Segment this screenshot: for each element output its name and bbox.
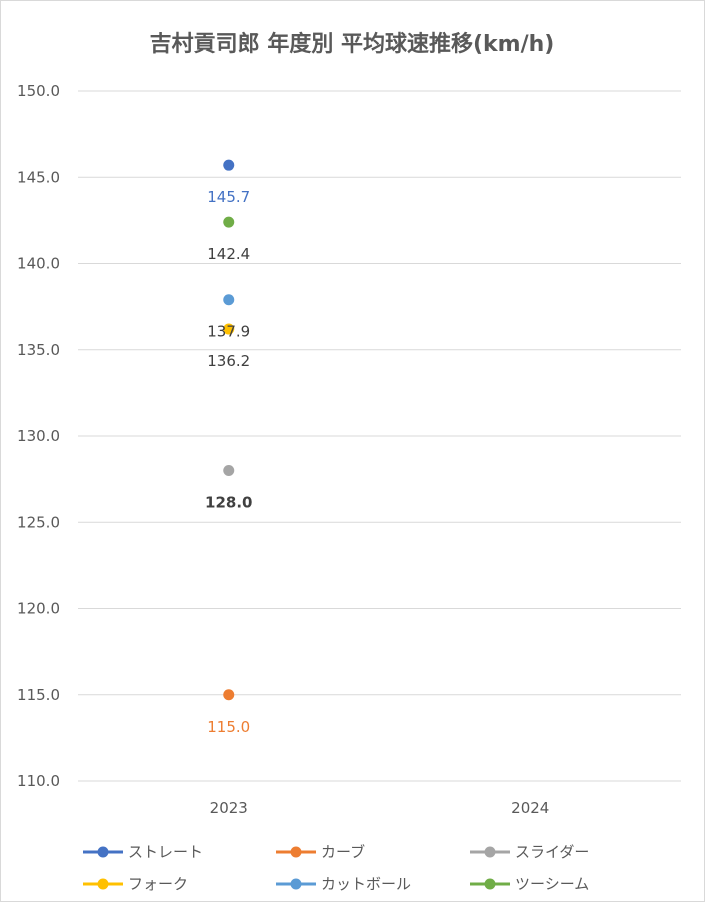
y-axis-ticks: 150.0 145.0 140.0 135.0 130.0 125.0 120.0 115.0…	[17, 82, 60, 790]
legend-item: ストレート	[83, 843, 203, 861]
data-point	[223, 689, 235, 701]
data-labels: 145.7 115.0 128.0 136.2 137.9 142.4	[205, 188, 252, 736]
legend-swatch-marker	[484, 878, 496, 890]
y-tick-label: 110.0	[17, 772, 60, 790]
data-point	[223, 216, 235, 228]
y-tick-label: 115.0	[17, 686, 60, 704]
data-label: 145.7	[207, 188, 250, 206]
y-tick-label: 135.0	[17, 341, 60, 359]
data-point	[223, 294, 235, 306]
x-axis-ticks: 2023 2024	[210, 799, 550, 817]
y-tick-label: 140.0	[17, 255, 60, 273]
data-point	[223, 159, 235, 171]
gridlines	[78, 90, 681, 782]
data-label: 137.9	[207, 323, 250, 341]
y-tick-label: 145.0	[17, 168, 60, 186]
legend-label: カットボール	[321, 875, 411, 893]
legend-label: スライダー	[515, 843, 589, 861]
data-points	[223, 159, 235, 701]
legend-label: ストレート	[128, 843, 203, 861]
y-tick-label: 130.0	[17, 427, 60, 445]
data-point	[223, 323, 235, 335]
y-tick-label: 120.0	[17, 600, 60, 618]
legend-item: フォーク	[83, 875, 188, 893]
legend-swatch-marker	[97, 846, 109, 858]
legend-swatch-marker	[97, 878, 109, 890]
legend-label: カーブ	[321, 843, 365, 861]
legend-item: カットボール	[276, 875, 411, 893]
data-label: 115.0	[207, 718, 250, 736]
chart-title: 吉村貢司郎 年度別 平均球速推移(km/h)	[150, 31, 555, 57]
data-point	[223, 465, 235, 476]
legend-label: ツーシーム	[515, 875, 589, 893]
y-tick-label: 125.0	[17, 513, 60, 531]
legend-item: カーブ	[276, 843, 365, 861]
legend-swatch-marker	[290, 846, 302, 858]
legend-item: ツーシーム	[470, 875, 589, 893]
y-tick-label: 150.0	[17, 82, 60, 100]
x-tick-label: 2023	[210, 799, 248, 817]
legend-swatch-marker	[290, 878, 302, 890]
x-tick-label: 2024	[511, 799, 549, 817]
legend-label: フォーク	[128, 875, 188, 893]
data-label: 136.2	[207, 352, 250, 370]
data-label: 142.4	[207, 245, 250, 263]
legend-swatch-marker	[484, 846, 496, 858]
legend-item: スライダー	[470, 843, 589, 861]
data-label: 128.0	[205, 494, 252, 512]
